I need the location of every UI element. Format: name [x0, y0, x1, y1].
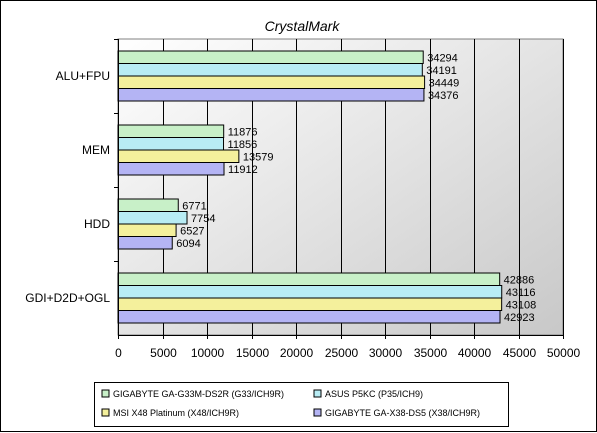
legend-label: GIGABYTE GA-X38-DS5 (X38/ICH9R): [325, 408, 480, 418]
bar: [117, 162, 225, 176]
bar: [117, 310, 501, 324]
data-label: 34191: [426, 65, 457, 77]
data-label: 13579: [243, 152, 274, 164]
bar: [117, 223, 177, 237]
bar: [117, 137, 225, 151]
chart-title: CrystalMark: [265, 18, 341, 34]
data-label: 34376: [428, 90, 459, 102]
legend-swatch: [313, 389, 322, 398]
x-tick-label: 15000: [236, 346, 270, 360]
bar: [117, 63, 423, 77]
x-tick-label: 25000: [325, 346, 359, 360]
x-tick-label: 10000: [191, 346, 225, 360]
bar: [117, 285, 503, 299]
legend-label: GIGABYTE GA-G33M-DS2R (G33/ICH9R): [113, 389, 284, 399]
legend-label: ASUS P5KC (P35/ICH9): [325, 389, 423, 399]
data-label: 43116: [506, 287, 536, 299]
legend-swatch: [313, 408, 322, 417]
x-tick-label: 45000: [503, 346, 537, 360]
category-label: HDD: [84, 217, 110, 231]
data-label: 6527: [180, 226, 204, 238]
x-tick-label: 0: [115, 346, 122, 360]
x-tick-label: 50000: [547, 346, 581, 360]
bar: [117, 50, 424, 64]
bar: [117, 297, 503, 311]
x-tick-label: 20000: [280, 346, 314, 360]
data-label: 42923: [504, 312, 535, 324]
x-tick-label: 40000: [458, 346, 492, 360]
bar: [117, 211, 188, 225]
x-tick-label: 35000: [414, 346, 448, 360]
bar: [117, 149, 240, 163]
data-label: 34294: [427, 53, 458, 65]
data-label: 11876: [228, 127, 258, 139]
data-label: 43108: [506, 300, 537, 312]
data-label: 42886: [504, 275, 535, 287]
category-label: MEM: [82, 143, 110, 157]
category-label: ALU+FPU: [56, 69, 110, 83]
legend-label: MSI X48 Platinum (X48/ICH9R): [113, 408, 239, 418]
data-label: 11912: [228, 164, 258, 176]
bar: [117, 75, 426, 89]
legend-swatch: [101, 389, 110, 398]
category-label: GDI+D2D+OGL: [25, 291, 110, 305]
legend-swatch: [101, 408, 110, 417]
bar: [117, 198, 179, 212]
bar: [117, 88, 425, 102]
bar: [117, 236, 173, 250]
legend-box: [94, 382, 509, 427]
data-label: 6094: [176, 238, 200, 250]
bar: [117, 272, 501, 286]
x-tick-label: 30000: [369, 346, 403, 360]
data-label: 34449: [429, 78, 460, 90]
data-label: 7754: [191, 213, 215, 225]
data-label: 11856: [228, 139, 258, 151]
data-label: 6771: [182, 201, 206, 213]
bar: [117, 124, 225, 138]
x-tick-label: 5000: [150, 346, 177, 360]
